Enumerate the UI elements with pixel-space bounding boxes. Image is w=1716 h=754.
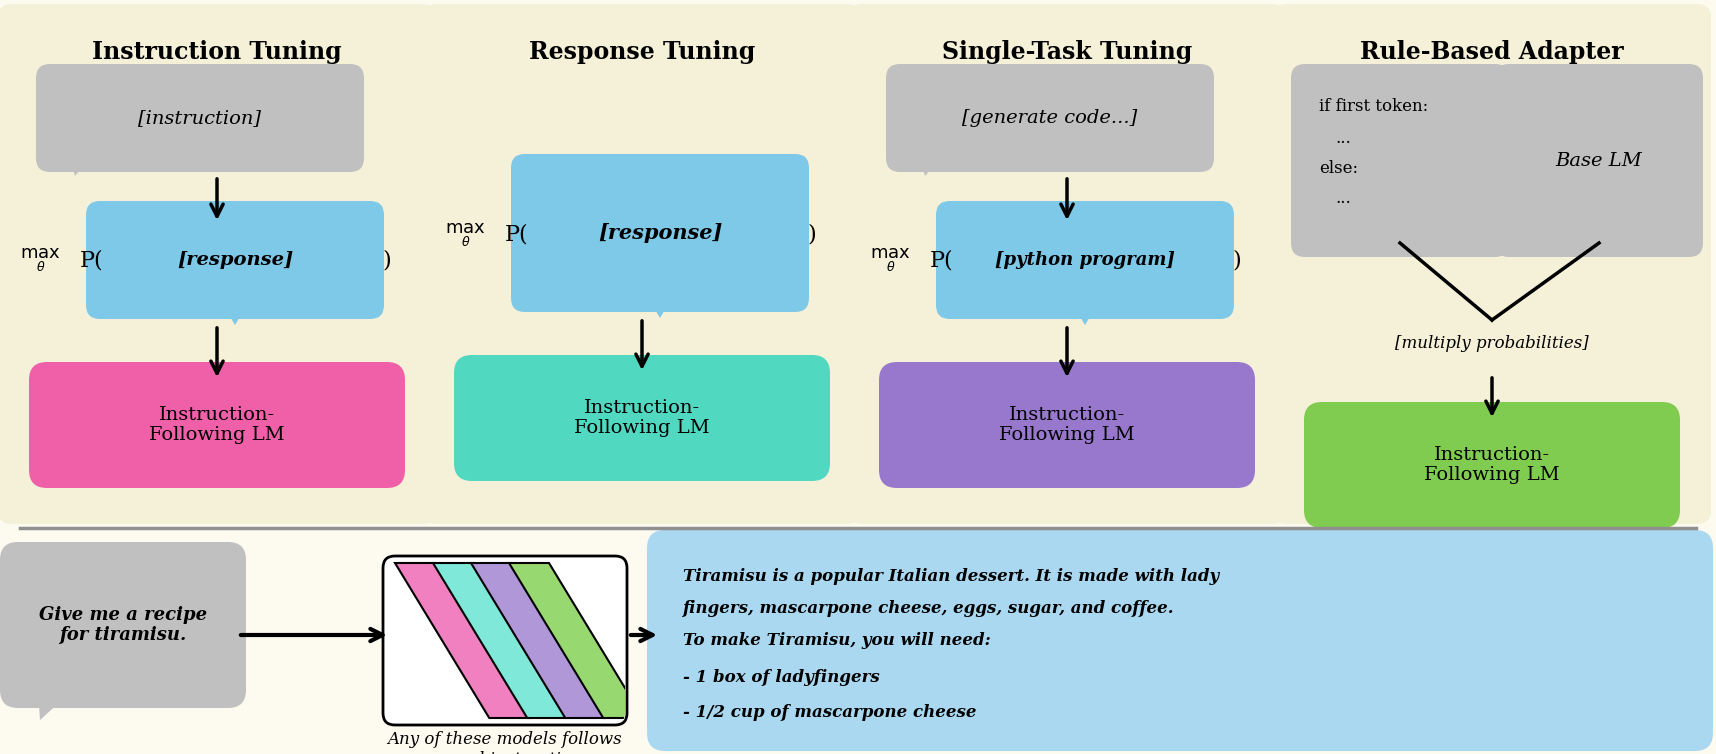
Polygon shape <box>920 158 940 176</box>
Text: $\max_{\theta}$: $\max_{\theta}$ <box>21 247 60 274</box>
Text: $\max_{\theta}$: $\max_{\theta}$ <box>444 222 486 249</box>
Text: Give me a recipe
for tiramisu.: Give me a recipe for tiramisu. <box>39 605 208 645</box>
FancyBboxPatch shape <box>511 154 808 312</box>
FancyBboxPatch shape <box>879 362 1254 488</box>
FancyBboxPatch shape <box>29 362 405 488</box>
Text: else:: else: <box>1320 160 1357 177</box>
Text: P(: P( <box>505 224 529 246</box>
Polygon shape <box>395 563 529 718</box>
Text: ...: ... <box>1335 190 1350 207</box>
Text: P(: P( <box>81 249 103 271</box>
FancyBboxPatch shape <box>1273 4 1711 524</box>
Text: P(: P( <box>930 249 954 271</box>
FancyBboxPatch shape <box>0 4 436 524</box>
Text: [response]: [response] <box>177 251 293 269</box>
FancyBboxPatch shape <box>1304 402 1680 528</box>
FancyBboxPatch shape <box>647 530 1713 751</box>
Text: Instruction Tuning: Instruction Tuning <box>93 40 341 64</box>
Polygon shape <box>1072 305 1097 325</box>
Text: fingers, mascarpone cheese, eggs, sugar, and coffee.: fingers, mascarpone cheese, eggs, sugar,… <box>683 600 1174 617</box>
Text: Rule-Based Adapter: Rule-Based Adapter <box>1361 40 1623 64</box>
Polygon shape <box>70 158 89 176</box>
FancyBboxPatch shape <box>86 201 384 319</box>
FancyBboxPatch shape <box>383 556 626 725</box>
Text: Instruction-
Following LM: Instruction- Following LM <box>1424 446 1560 484</box>
Text: ...: ... <box>1335 130 1350 147</box>
FancyBboxPatch shape <box>0 542 245 708</box>
Text: Any of these models follows
general instructions: Any of these models follows general inst… <box>388 731 623 754</box>
Text: Tiramisu is a popular Italian dessert. It is made with lady: Tiramisu is a popular Italian dessert. I… <box>683 568 1218 585</box>
FancyBboxPatch shape <box>1495 64 1702 257</box>
Text: [python program]: [python program] <box>995 251 1175 269</box>
FancyBboxPatch shape <box>1290 64 1508 257</box>
Text: Single-Task Tuning: Single-Task Tuning <box>942 40 1193 64</box>
FancyBboxPatch shape <box>455 355 831 481</box>
Text: [multiply probabilities]: [multiply probabilities] <box>1395 335 1589 352</box>
FancyBboxPatch shape <box>36 64 364 172</box>
FancyBboxPatch shape <box>424 4 861 524</box>
Text: [response]: [response] <box>597 223 722 243</box>
Text: - 1 box of ladyfingers: - 1 box of ladyfingers <box>683 669 880 686</box>
Text: Instruction-
Following LM: Instruction- Following LM <box>575 399 710 437</box>
Text: ): ) <box>807 224 815 246</box>
Text: $\max_{\theta}$: $\max_{\theta}$ <box>870 247 911 274</box>
FancyBboxPatch shape <box>848 4 1285 524</box>
Text: ): ) <box>383 249 391 271</box>
Text: ): ) <box>1232 249 1241 271</box>
Text: if first token:: if first token: <box>1320 98 1428 115</box>
Text: [instruction]: [instruction] <box>139 109 261 127</box>
Text: - 1/2 cup of mascarpone cheese: - 1/2 cup of mascarpone cheese <box>683 704 976 721</box>
FancyBboxPatch shape <box>935 201 1234 319</box>
FancyBboxPatch shape <box>885 64 1213 172</box>
Text: Base LM: Base LM <box>1556 152 1642 170</box>
Text: To make Tiramisu, you will need:: To make Tiramisu, you will need: <box>683 632 990 649</box>
Text: Instruction-
Following LM: Instruction- Following LM <box>999 406 1134 444</box>
Text: Response Tuning: Response Tuning <box>529 40 755 64</box>
Polygon shape <box>223 305 247 325</box>
Text: [generate code...]: [generate code...] <box>963 109 1138 127</box>
Polygon shape <box>38 690 74 720</box>
Polygon shape <box>470 563 606 718</box>
Polygon shape <box>432 563 568 718</box>
Text: Instruction-
Following LM: Instruction- Following LM <box>149 406 285 444</box>
Polygon shape <box>510 563 644 718</box>
Polygon shape <box>649 298 673 318</box>
